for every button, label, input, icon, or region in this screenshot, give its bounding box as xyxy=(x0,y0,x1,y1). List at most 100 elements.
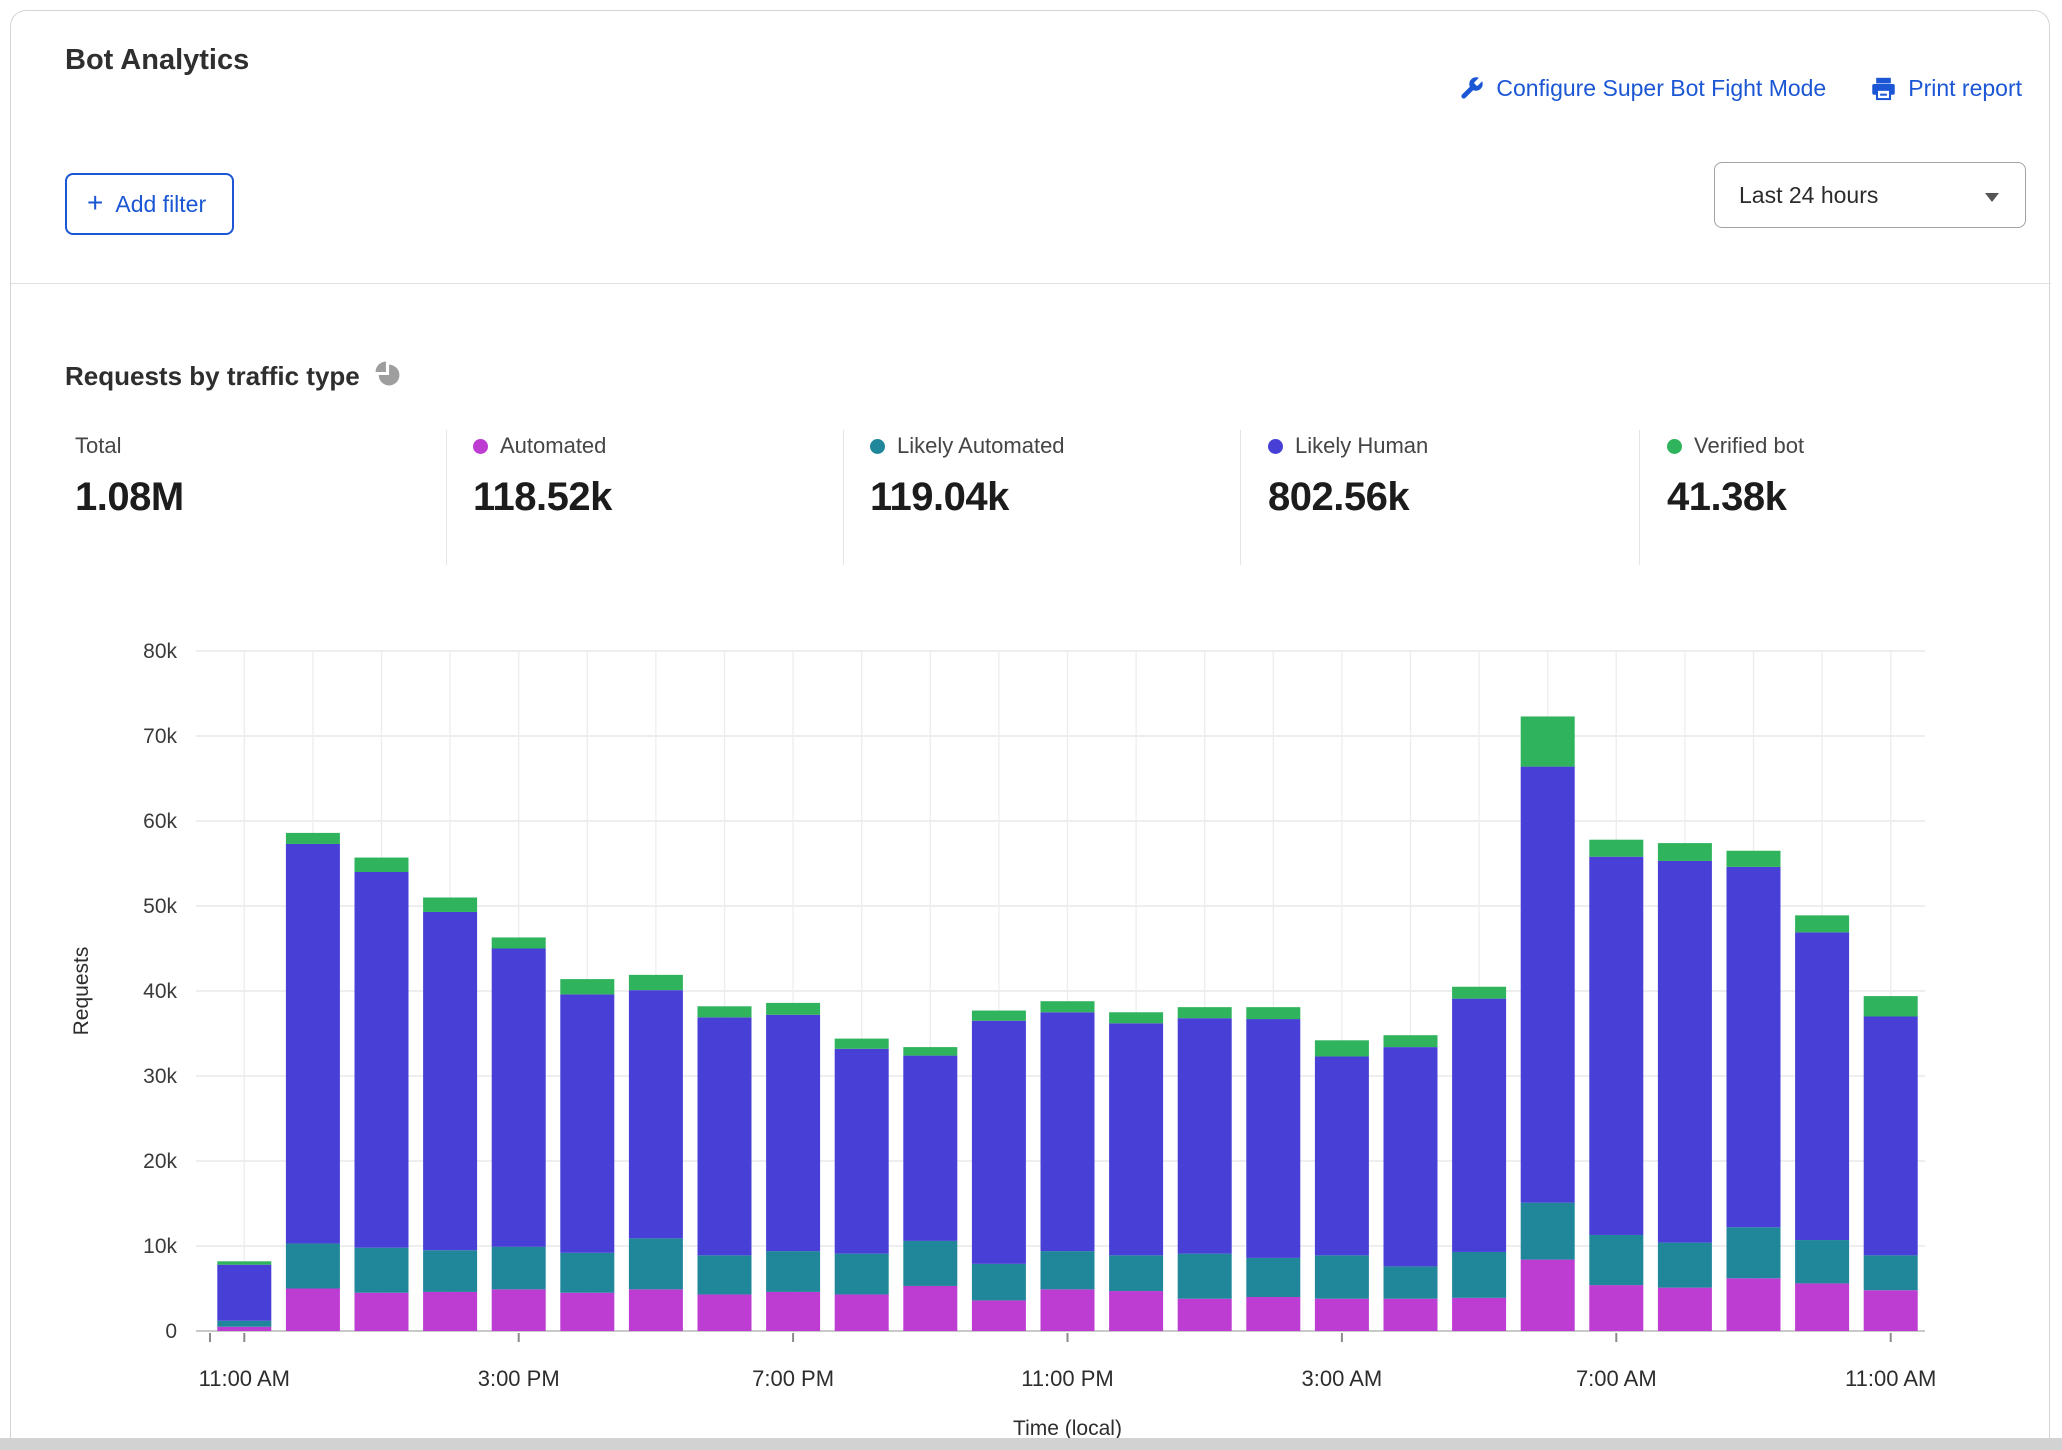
bar-segment[interactable] xyxy=(1863,1290,1918,1331)
bar-segment[interactable] xyxy=(217,1264,272,1321)
bar-segment[interactable] xyxy=(1520,1202,1575,1260)
bar-segment[interactable] xyxy=(766,1002,821,1015)
bar-segment[interactable] xyxy=(1040,1289,1095,1331)
bar-segment[interactable] xyxy=(1383,1298,1438,1331)
stat-automated[interactable]: Automated 118.52k xyxy=(473,433,612,520)
bar-segment[interactable] xyxy=(217,1326,272,1331)
bar-segment[interactable] xyxy=(354,1292,409,1331)
bar-segment[interactable] xyxy=(285,843,340,1244)
bar-segment[interactable] xyxy=(903,1240,958,1286)
add-filter-button[interactable]: + Add filter xyxy=(65,173,235,235)
bar-segment[interactable] xyxy=(1452,1297,1507,1331)
bar-segment[interactable] xyxy=(628,990,683,1239)
bar-segment[interactable] xyxy=(903,1055,958,1241)
bar-segment[interactable] xyxy=(217,1320,272,1327)
bar-segment[interactable] xyxy=(1657,1242,1712,1288)
bar-segment[interactable] xyxy=(1795,1240,1850,1284)
bar-segment[interactable] xyxy=(423,897,478,912)
bar-segment[interactable] xyxy=(1314,1255,1369,1299)
bar-segment[interactable] xyxy=(1109,1255,1164,1292)
bar-segment[interactable] xyxy=(628,1238,683,1290)
bar-segment[interactable] xyxy=(1383,1035,1438,1048)
bar-segment[interactable] xyxy=(491,1289,546,1331)
bar-segment[interactable] xyxy=(766,1291,821,1331)
bar-segment[interactable] xyxy=(697,1006,752,1018)
bar-segment[interactable] xyxy=(903,1047,958,1056)
bar-segment[interactable] xyxy=(1589,856,1644,1235)
bar-segment[interactable] xyxy=(560,979,615,995)
bar-segment[interactable] xyxy=(1177,1007,1232,1019)
bar-segment[interactable] xyxy=(560,994,615,1253)
bar-segment[interactable] xyxy=(1177,1018,1232,1254)
bar-segment[interactable] xyxy=(423,1250,478,1292)
bar-segment[interactable] xyxy=(1726,850,1781,867)
bar-segment[interactable] xyxy=(1795,915,1850,933)
bar-segment[interactable] xyxy=(354,1247,409,1293)
bar-segment[interactable] xyxy=(1863,996,1918,1017)
bar-segment[interactable] xyxy=(1246,1257,1301,1297)
bar-segment[interactable] xyxy=(1795,932,1850,1241)
bar-segment[interactable] xyxy=(1177,1298,1232,1331)
bar-segment[interactable] xyxy=(285,832,340,844)
bar-segment[interactable] xyxy=(1520,1259,1575,1331)
bar-segment[interactable] xyxy=(1452,998,1507,1252)
bar-segment[interactable] xyxy=(1657,843,1712,861)
bar-segment[interactable] xyxy=(697,1017,752,1256)
bar-segment[interactable] xyxy=(354,857,409,872)
bar-segment[interactable] xyxy=(834,1038,889,1049)
bar-segment[interactable] xyxy=(1589,839,1644,857)
bar-segment[interactable] xyxy=(1109,1012,1164,1024)
bar-segment[interactable] xyxy=(1383,1047,1438,1267)
bar-segment[interactable] xyxy=(1109,1291,1164,1331)
bar-segment[interactable] xyxy=(1314,1056,1369,1256)
bar-segment[interactable] xyxy=(1246,1019,1301,1258)
bar-segment[interactable] xyxy=(971,1010,1026,1021)
bar-segment[interactable] xyxy=(1657,860,1712,1243)
bar-segment[interactable] xyxy=(971,1263,1026,1301)
bar-segment[interactable] xyxy=(1109,1023,1164,1256)
bar-segment[interactable] xyxy=(560,1292,615,1331)
bar-segment[interactable] xyxy=(217,1261,272,1265)
bar-segment[interactable] xyxy=(971,1300,1026,1331)
bar-segment[interactable] xyxy=(1040,1001,1095,1013)
bar-segment[interactable] xyxy=(1314,1298,1369,1331)
bar-segment[interactable] xyxy=(1863,1255,1918,1291)
bar-segment[interactable] xyxy=(491,937,546,949)
bar-segment[interactable] xyxy=(491,1246,546,1290)
bar-segment[interactable] xyxy=(1520,716,1575,767)
bar-segment[interactable] xyxy=(834,1253,889,1295)
bar-segment[interactable] xyxy=(697,1255,752,1295)
bar-segment[interactable] xyxy=(971,1020,1026,1264)
bar-segment[interactable] xyxy=(1726,1227,1781,1279)
bar-segment[interactable] xyxy=(628,974,683,991)
bar-segment[interactable] xyxy=(766,1014,821,1252)
bar-segment[interactable] xyxy=(423,911,478,1251)
bar-segment[interactable] xyxy=(1863,1016,1918,1256)
bar-segment[interactable] xyxy=(834,1294,889,1331)
bar-segment[interactable] xyxy=(560,1252,615,1293)
bar-segment[interactable] xyxy=(285,1243,340,1289)
bar-segment[interactable] xyxy=(354,872,409,1248)
print-report-link[interactable]: Print report xyxy=(1870,75,2022,102)
bar-segment[interactable] xyxy=(1452,986,1507,999)
bar-segment[interactable] xyxy=(1246,1297,1301,1331)
bar-segment[interactable] xyxy=(766,1251,821,1292)
bar-segment[interactable] xyxy=(491,948,546,1247)
bar-segment[interactable] xyxy=(1520,766,1575,1203)
bar-segment[interactable] xyxy=(903,1285,958,1331)
bar-segment[interactable] xyxy=(1589,1234,1644,1286)
bar-segment[interactable] xyxy=(1795,1283,1850,1331)
bar-segment[interactable] xyxy=(1452,1251,1507,1298)
bar-segment[interactable] xyxy=(1657,1287,1712,1331)
configure-super-bot-fight-mode-link[interactable]: Configure Super Bot Fight Mode xyxy=(1458,75,1826,102)
bar-segment[interactable] xyxy=(1246,1007,1301,1020)
stat-likely-human[interactable]: Likely Human 802.56k xyxy=(1268,433,1428,520)
stat-likely-automated[interactable]: Likely Automated 119.04k xyxy=(870,433,1065,520)
bar-segment[interactable] xyxy=(285,1288,340,1332)
stat-verified-bot[interactable]: Verified bot 41.38k xyxy=(1667,433,1804,520)
bar-segment[interactable] xyxy=(1177,1253,1232,1299)
bar-segment[interactable] xyxy=(1040,1251,1095,1290)
time-range-dropdown[interactable]: Last 24 hours xyxy=(1714,162,2026,228)
bar-segment[interactable] xyxy=(628,1289,683,1331)
bar-segment[interactable] xyxy=(1314,1040,1369,1057)
